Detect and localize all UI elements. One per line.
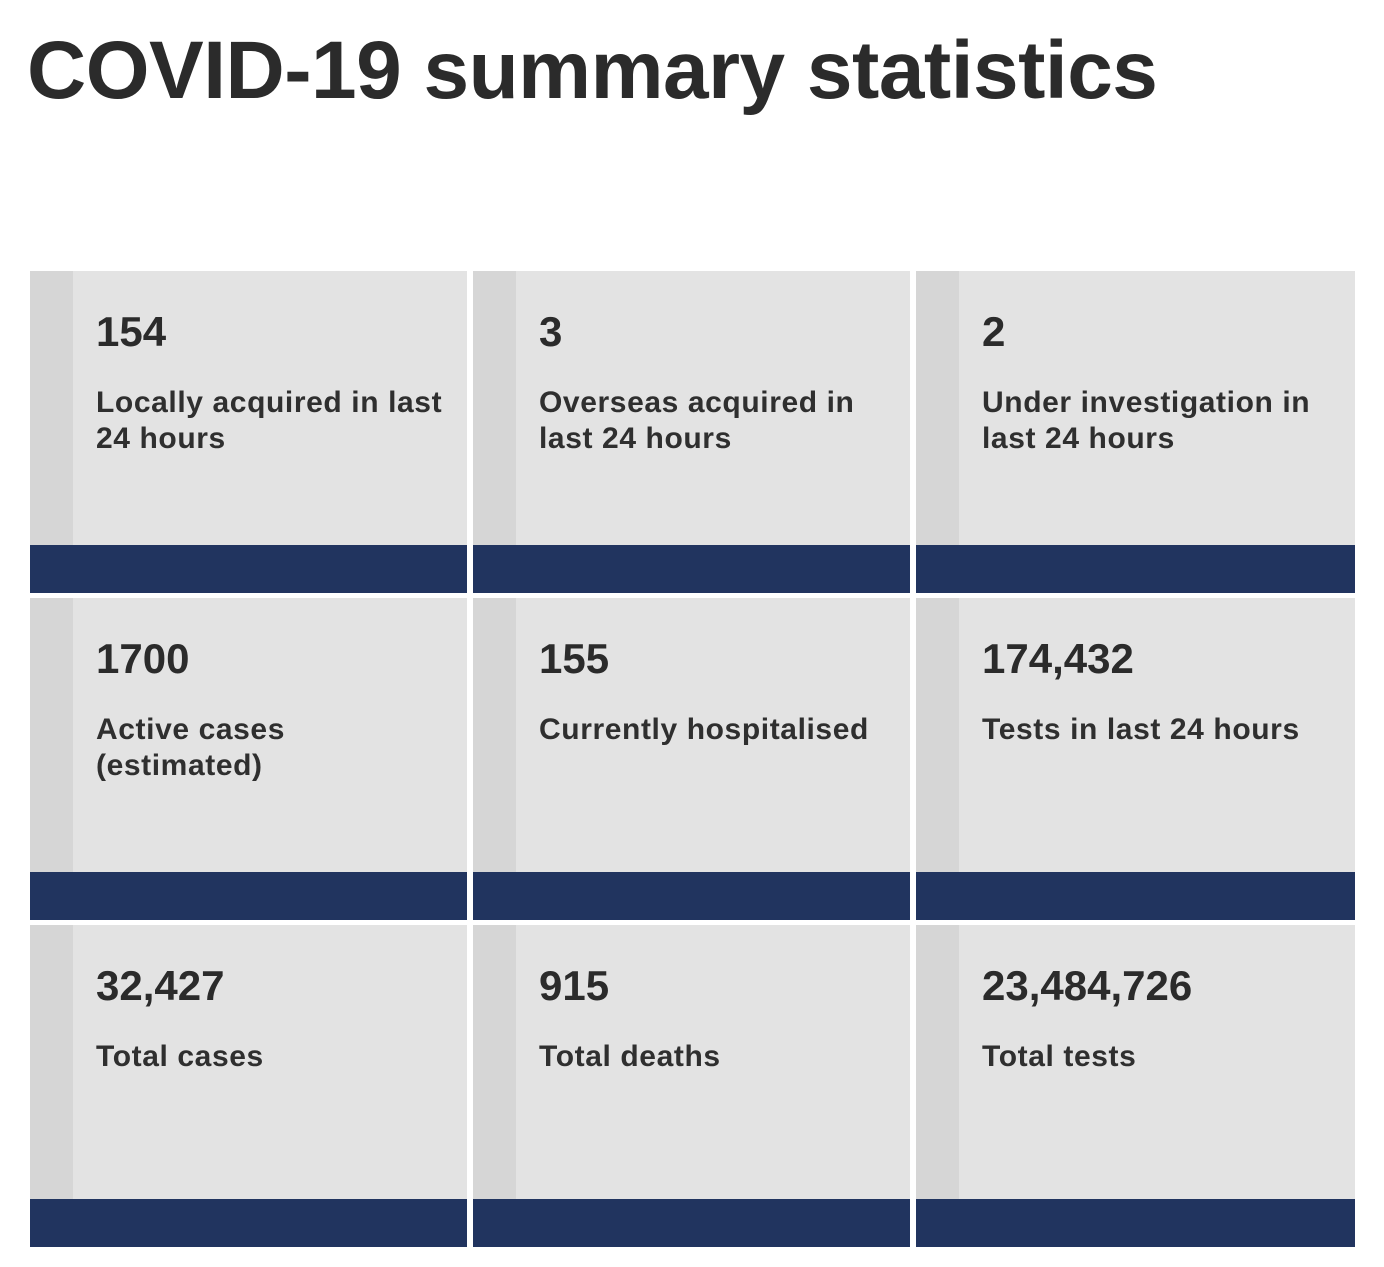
- stat-card-hospitalised: 155 Currently hospitalised: [473, 598, 910, 920]
- stat-card-locally-acquired: 154 Locally acquired in last 24 hours: [30, 271, 467, 593]
- card-side-strip: [916, 598, 959, 872]
- stats-grid: 154 Locally acquired in last 24 hours 3 …: [30, 271, 1356, 1247]
- stat-label: Total tests: [982, 1040, 1137, 1073]
- stat-value: 2: [982, 308, 1006, 355]
- stat-label: Under investigation in last 24 hours: [982, 386, 1311, 455]
- card-footer-bar: [473, 1199, 910, 1247]
- stat-value: 1700: [96, 635, 190, 682]
- stat-value: 32,427: [96, 962, 225, 1009]
- stat-label: Total deaths: [539, 1040, 721, 1073]
- card-footer-bar: [30, 1199, 467, 1247]
- card-side-strip: [473, 925, 516, 1199]
- stat-value: 154: [96, 308, 167, 355]
- stat-label: Active cases (estimated): [96, 713, 286, 782]
- stat-value: 174,432: [982, 635, 1134, 682]
- stat-card-active-cases: 1700 Active cases (estimated): [30, 598, 467, 920]
- card-footer-bar: [916, 872, 1355, 920]
- card-footer-bar: [30, 872, 467, 920]
- stat-label: Currently hospitalised: [539, 713, 869, 746]
- card-side-strip: [473, 598, 516, 872]
- stat-value: 3: [539, 308, 563, 355]
- card-footer-bar: [473, 545, 910, 593]
- stat-label: Total cases: [96, 1040, 264, 1073]
- stat-card-overseas-acquired: 3 Overseas acquired in last 24 hours: [473, 271, 910, 593]
- stat-label: Tests in last 24 hours: [982, 713, 1300, 746]
- stat-label: Locally acquired in last 24 hours: [96, 386, 443, 455]
- card-side-strip: [30, 598, 73, 872]
- page-title: COVID-19 summary statistics: [27, 25, 1158, 116]
- stat-card-total-tests: 23,484,726 Total tests: [916, 925, 1355, 1247]
- stat-card-total-cases: 32,427 Total cases: [30, 925, 467, 1247]
- card-side-strip: [916, 925, 959, 1199]
- card-side-strip: [30, 271, 73, 545]
- card-footer-bar: [916, 545, 1355, 593]
- stat-value: 915: [539, 962, 610, 1009]
- card-side-strip: [30, 925, 73, 1199]
- card-footer-bar: [916, 1199, 1355, 1247]
- stat-value: 23,484,726: [982, 962, 1193, 1009]
- card-footer-bar: [30, 545, 467, 593]
- card-footer-bar: [473, 872, 910, 920]
- stat-value: 155: [539, 635, 610, 682]
- stat-label: Overseas acquired in last 24 hours: [539, 386, 855, 455]
- card-side-strip: [916, 271, 959, 545]
- card-side-strip: [473, 271, 516, 545]
- stat-card-under-investigation: 2 Under investigation in last 24 hours: [916, 271, 1355, 593]
- stat-card-tests-24h: 174,432 Tests in last 24 hours: [916, 598, 1355, 920]
- stat-card-total-deaths: 915 Total deaths: [473, 925, 910, 1247]
